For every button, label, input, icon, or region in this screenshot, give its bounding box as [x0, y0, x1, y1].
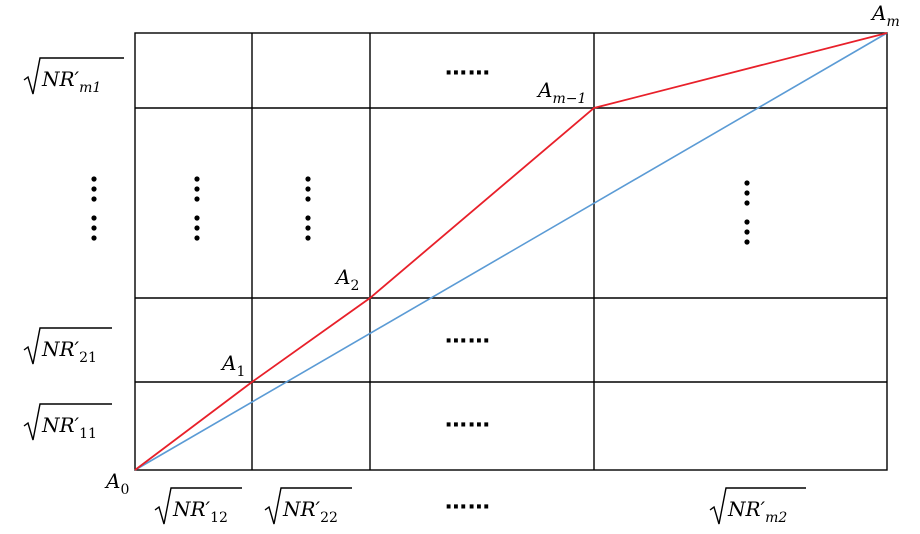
diagonal-line	[134, 32, 888, 471]
row-label-11: NR′11	[23, 403, 112, 442]
point-label-a2: A2	[334, 265, 359, 294]
sqrt-sign	[23, 327, 112, 365]
svg-text:NR′11: NR′11	[41, 413, 97, 442]
svg-text:NR′m2: NR′m2	[727, 497, 787, 526]
row-label-m1: NR′m1	[23, 57, 124, 96]
col-label-12-sub: 12	[210, 510, 228, 526]
ellipsis-bottom: ⋯⋯	[445, 495, 491, 520]
vdots-col-4	[744, 180, 750, 245]
vertical-ellipses	[91, 176, 750, 245]
row-label-21: NR′21	[23, 327, 112, 366]
sqrt-sign	[154, 487, 242, 525]
point-label-am: Am	[870, 1, 900, 30]
vdots-col-0	[91, 176, 97, 241]
col-label-22-sub: 22	[320, 510, 338, 526]
point-label-a1: A1	[220, 351, 245, 380]
col-label-22-text: NR′	[282, 497, 321, 521]
vdots-col-2	[305, 176, 311, 241]
col-label-m2: NR′m2	[709, 487, 806, 526]
col-label-12: NR′12	[154, 487, 242, 526]
col-label-m2-sub: m2	[765, 510, 787, 526]
ellipsis-top: ⋯⋯	[445, 61, 491, 86]
col-label-12-text: NR′	[172, 497, 211, 521]
row-label-11-text: NR′	[41, 413, 80, 437]
ellipsis-row21: ⋯⋯	[445, 329, 491, 354]
row-label-m1-sub: m1	[79, 80, 101, 96]
sqrt-sign	[23, 57, 124, 95]
col-label-m2-text: NR′	[727, 497, 766, 521]
ellipsis-row11: ⋯⋯	[445, 413, 491, 438]
svg-text:NR′m1: NR′m1	[41, 67, 101, 96]
row-label-11-sub: 11	[79, 426, 97, 442]
grid	[134, 32, 888, 471]
svg-text:NR′12: NR′12	[172, 497, 228, 526]
sqrt-sign	[264, 487, 352, 525]
col-label-22: NR′22	[264, 487, 352, 526]
svg-text:NR′21: NR′21	[41, 337, 97, 366]
row-label-m1-text: NR′	[41, 67, 80, 91]
grid-frame	[134, 32, 888, 471]
point-label-am1: Am−1	[536, 78, 586, 107]
sqrt-sign	[23, 403, 112, 441]
point-label-a0: A0	[104, 469, 129, 498]
row-label-21-text: NR′	[41, 337, 80, 361]
optimal-path	[134, 32, 888, 471]
svg-text:NR′22: NR′22	[282, 497, 338, 526]
vdots-col-1	[194, 176, 200, 241]
row-label-21-sub: 21	[79, 350, 97, 366]
sqrt-sign	[709, 487, 806, 525]
